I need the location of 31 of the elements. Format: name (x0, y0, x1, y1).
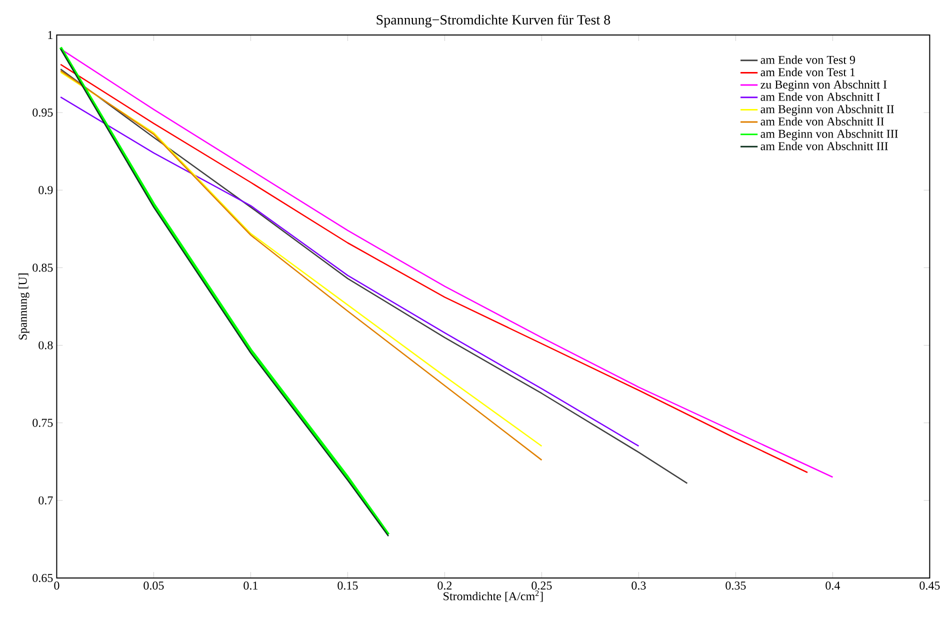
y-axis-title: Spannung [U] (18, 274, 30, 340)
chart-title: Spannung−Stromdichte Kurven für Test 8 (376, 14, 610, 28)
x-tick-label: 0.35 (726, 582, 746, 590)
x-tick-label: 0.45 (920, 582, 940, 590)
x-tick-label: 0.3 (632, 582, 646, 590)
y-tick-label: 0.8 (38, 341, 53, 350)
legend-label: am Ende von Test 1 (760, 68, 855, 76)
legend-label: am Beginn von Abschnitt II (760, 104, 894, 116)
y-tick-label: 0.9 (38, 186, 53, 194)
x-tick-label: 0.4 (826, 582, 840, 590)
y-tick-label: 0.75 (32, 418, 53, 427)
legend-label: am Ende von Test 9 (760, 55, 855, 64)
x-tick-label: 0.2 (438, 582, 452, 590)
x-tick-label: 0.05 (144, 582, 164, 590)
x-tick-label: 0.25 (532, 582, 552, 590)
x-tick-label: 0.15 (338, 582, 358, 590)
legend-label: am Ende von Abschnitt I (760, 92, 880, 101)
y-tick-label: 0.7 (38, 496, 53, 504)
y-tick-label: 0.65 (32, 574, 53, 582)
legend-label: am Beginn von Abschnitt III (760, 129, 898, 140)
legend-label: am Ende von Abschnitt III (760, 142, 888, 150)
x-axis-title: Stromdichte [A/cm$^{2}$] (444, 590, 543, 602)
y-tick-label: 0.85 (32, 264, 53, 272)
legend-label: zu Beginn von Abschnitt I (760, 80, 887, 92)
legend-label: am Ende von Abschnitt II (760, 117, 884, 126)
x-tick-label: 0.1 (244, 582, 258, 590)
x-tick-label: 0 (54, 582, 60, 590)
y-tick-label: 0.95 (32, 108, 53, 117)
line-series (60, 96, 640, 447)
y-tick-label: 1 (48, 31, 52, 39)
line-series (60, 68, 688, 484)
